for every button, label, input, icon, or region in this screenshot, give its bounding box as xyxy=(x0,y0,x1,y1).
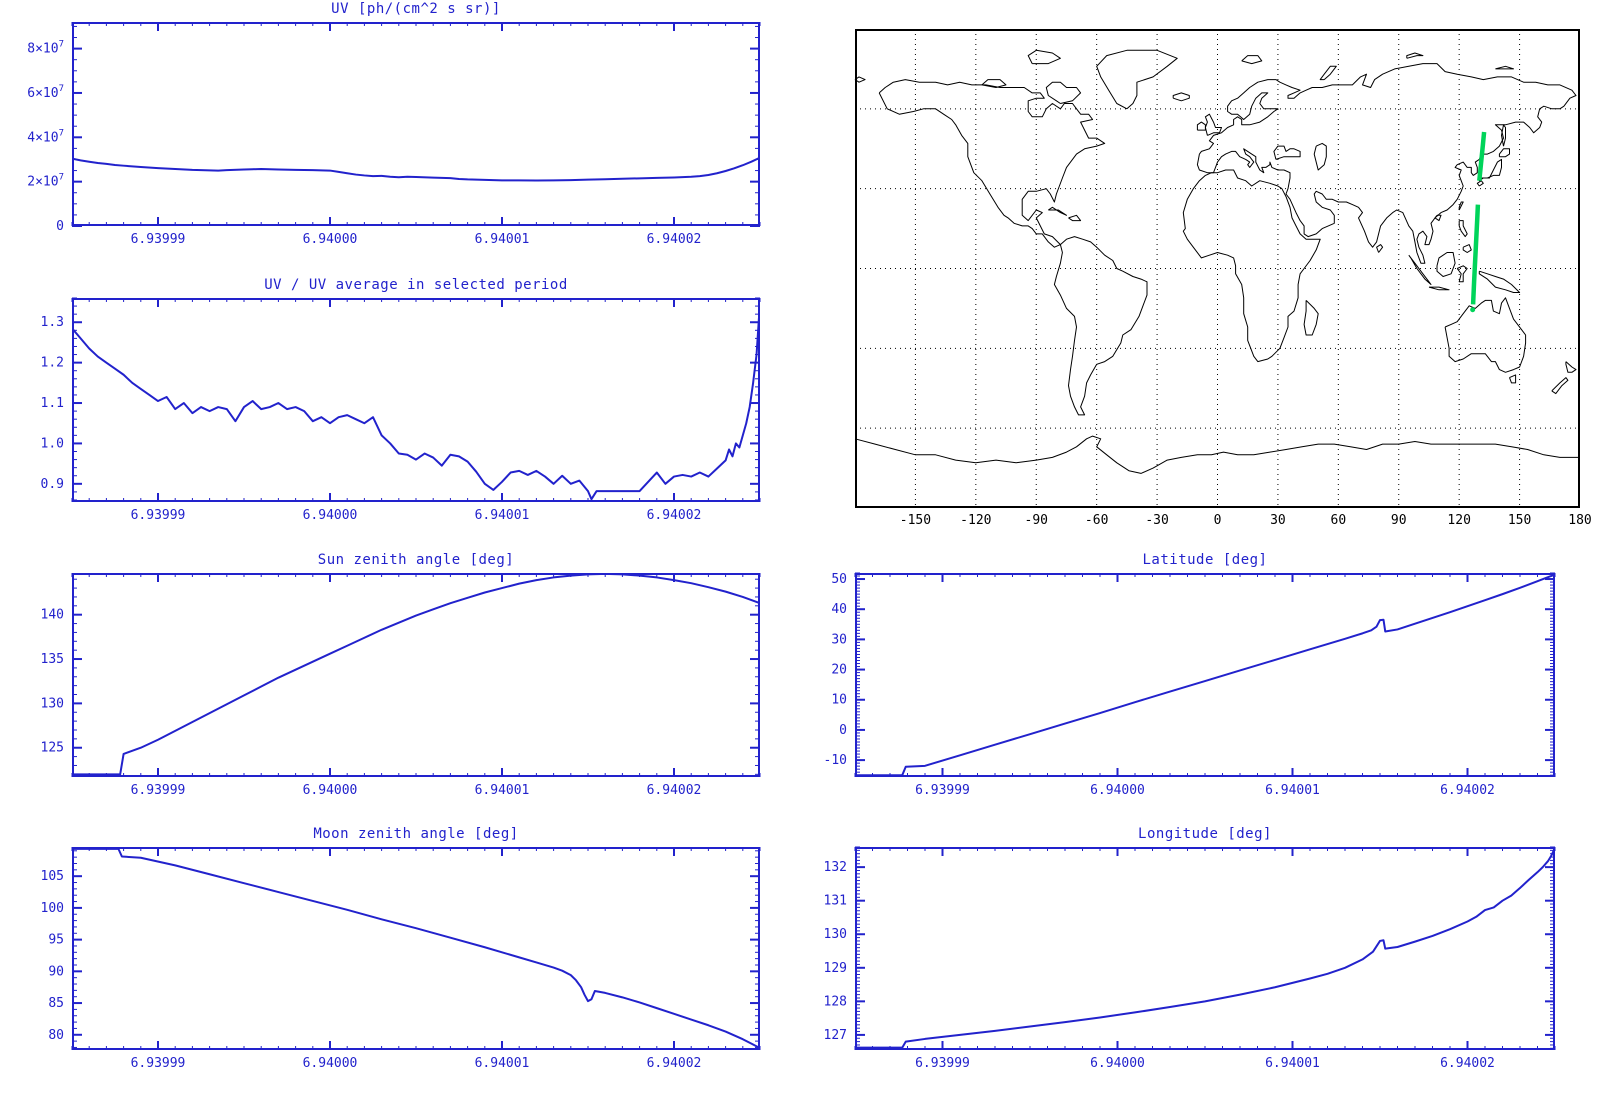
sun-zenith-chart-title: Sun zenith angle [deg] xyxy=(317,552,515,568)
svg-text:4×107: 4×107 xyxy=(27,128,64,145)
uv-chart-canvas: 6.93999 6.94000 6.94001 6.94002 0 2×107 4×107 6… xyxy=(27,22,761,247)
svg-text:100: 100 xyxy=(41,901,64,916)
svg-text:6.93999: 6.93999 xyxy=(131,232,186,247)
svg-text:6.94001: 6.94001 xyxy=(475,783,530,798)
svg-text:90: 90 xyxy=(48,964,64,979)
svg-text:6.94002: 6.94002 xyxy=(647,508,702,523)
world-map-canvas: -150 -120 -90 -60 -30 0 30 60 90 120 150 180 xyxy=(854,29,1592,528)
svg-text:129: 129 xyxy=(824,961,847,976)
svg-text:8×107: 8×107 xyxy=(27,40,64,57)
svg-text:180: 180 xyxy=(1568,513,1591,528)
longitude-chart: Longitude [deg] 6.93999 6.94000 6.94001 6.9… xyxy=(824,826,1556,1071)
svg-text:6.94002: 6.94002 xyxy=(1440,1056,1495,1071)
svg-text:6.93999: 6.93999 xyxy=(131,508,186,523)
svg-text:135: 135 xyxy=(41,652,64,667)
svg-text:130: 130 xyxy=(41,696,64,711)
svg-text:2×107: 2×107 xyxy=(27,173,64,190)
svg-text:6.94001: 6.94001 xyxy=(475,1056,530,1071)
uv-chart-title: UV [ph/(cm^2 s sr)] xyxy=(331,1,501,17)
svg-text:-120: -120 xyxy=(960,513,991,528)
uv-ratio-chart: UV / UV average in selected period 6.939… xyxy=(41,277,761,523)
moon-zenith-chart-canvas: 6.93999 6.94000 6.94001 6.94002 80 85 90 95 100 1… xyxy=(41,847,761,1071)
svg-text:85: 85 xyxy=(48,996,64,1011)
latitude-chart-canvas: 6.93999 6.94000 6.94001 6.94002 -10 0 10 20 30 40… xyxy=(824,572,1556,798)
svg-text:6.94001: 6.94001 xyxy=(1265,783,1320,798)
svg-text:50: 50 xyxy=(831,572,847,587)
svg-text:6.94002: 6.94002 xyxy=(1440,783,1495,798)
svg-text:6.94000: 6.94000 xyxy=(1090,1056,1145,1071)
svg-text:10: 10 xyxy=(831,693,847,708)
svg-text:131: 131 xyxy=(824,894,847,909)
uv-ratio-chart-canvas: 6.93999 6.94000 6.94001 6.94002 0.9 1.0 1.1 1.2… xyxy=(41,297,761,523)
svg-text:1.3: 1.3 xyxy=(41,315,64,330)
svg-text:30: 30 xyxy=(831,632,847,647)
svg-text:128: 128 xyxy=(824,994,847,1009)
svg-text:6.93999: 6.93999 xyxy=(131,1056,186,1071)
moon-zenith-chart: Moon zenith angle [deg] 6.93999 6.94000 6.… xyxy=(41,826,761,1071)
svg-text:127: 127 xyxy=(824,1028,847,1043)
svg-text:6.93999: 6.93999 xyxy=(915,783,970,798)
latitude-chart-title: Latitude [deg] xyxy=(1142,552,1268,568)
world-map: -150 -120 -90 -60 -30 0 30 60 90 120 150 180 xyxy=(854,29,1592,528)
svg-text:6.93999: 6.93999 xyxy=(131,783,186,798)
moon-zenith-chart-title: Moon zenith angle [deg] xyxy=(313,826,519,842)
svg-text:6.94002: 6.94002 xyxy=(647,232,702,247)
uv-chart: UV [ph/(cm^2 s sr)] 6.93999 6.94000 6.9400… xyxy=(27,1,761,247)
svg-text:6.94001: 6.94001 xyxy=(1265,1056,1320,1071)
svg-text:95: 95 xyxy=(48,933,64,948)
svg-text:90: 90 xyxy=(1391,513,1407,528)
longitude-chart-title: Longitude [deg] xyxy=(1138,826,1272,842)
svg-text:132: 132 xyxy=(824,860,847,875)
svg-text:6.94001: 6.94001 xyxy=(475,508,530,523)
svg-text:120: 120 xyxy=(1447,513,1470,528)
svg-text:6×107: 6×107 xyxy=(27,84,64,101)
svg-text:-30: -30 xyxy=(1145,513,1168,528)
svg-text:6.94000: 6.94000 xyxy=(303,783,358,798)
sun-zenith-chart-canvas: 6.93999 6.94000 6.94001 6.94002 125 130 135 140 xyxy=(41,573,761,798)
svg-text:6.94000: 6.94000 xyxy=(303,232,358,247)
svg-text:1.1: 1.1 xyxy=(41,396,64,411)
svg-text:6.94002: 6.94002 xyxy=(647,783,702,798)
sun-zenith-chart: Sun zenith angle [deg] 6.93999 6.94000 6.9… xyxy=(41,552,761,798)
latitude-chart: Latitude [deg] 6.93999 6.94000 6.94001 6.94… xyxy=(824,552,1556,798)
svg-text:0: 0 xyxy=(56,219,64,234)
svg-text:6.93999: 6.93999 xyxy=(915,1056,970,1071)
svg-text:6.94002: 6.94002 xyxy=(647,1056,702,1071)
svg-text:1.0: 1.0 xyxy=(41,436,64,451)
svg-text:1.2: 1.2 xyxy=(41,356,64,371)
svg-text:140: 140 xyxy=(41,608,64,623)
svg-text:-10: -10 xyxy=(824,753,847,768)
svg-text:130: 130 xyxy=(824,927,847,942)
svg-text:0: 0 xyxy=(1214,513,1222,528)
svg-text:0.9: 0.9 xyxy=(41,477,64,492)
longitude-chart-canvas: 6.93999 6.94000 6.94001 6.94002 127 128 129 130… xyxy=(824,846,1556,1071)
svg-text:125: 125 xyxy=(41,741,64,756)
svg-text:60: 60 xyxy=(1331,513,1347,528)
svg-text:-60: -60 xyxy=(1085,513,1108,528)
svg-text:6.94001: 6.94001 xyxy=(475,232,530,247)
svg-text:6.94000: 6.94000 xyxy=(1090,783,1145,798)
uv-ratio-chart-title: UV / UV average in selected period xyxy=(264,277,568,293)
svg-text:-150: -150 xyxy=(900,513,931,528)
svg-text:20: 20 xyxy=(831,663,847,678)
svg-text:150: 150 xyxy=(1508,513,1531,528)
svg-text:30: 30 xyxy=(1270,513,1286,528)
svg-text:80: 80 xyxy=(48,1028,64,1043)
svg-text:-90: -90 xyxy=(1025,513,1048,528)
svg-text:6.94000: 6.94000 xyxy=(303,508,358,523)
svg-text:0: 0 xyxy=(839,723,847,738)
svg-text:40: 40 xyxy=(831,602,847,617)
svg-text:105: 105 xyxy=(41,869,64,884)
svg-text:6.94000: 6.94000 xyxy=(303,1056,358,1071)
